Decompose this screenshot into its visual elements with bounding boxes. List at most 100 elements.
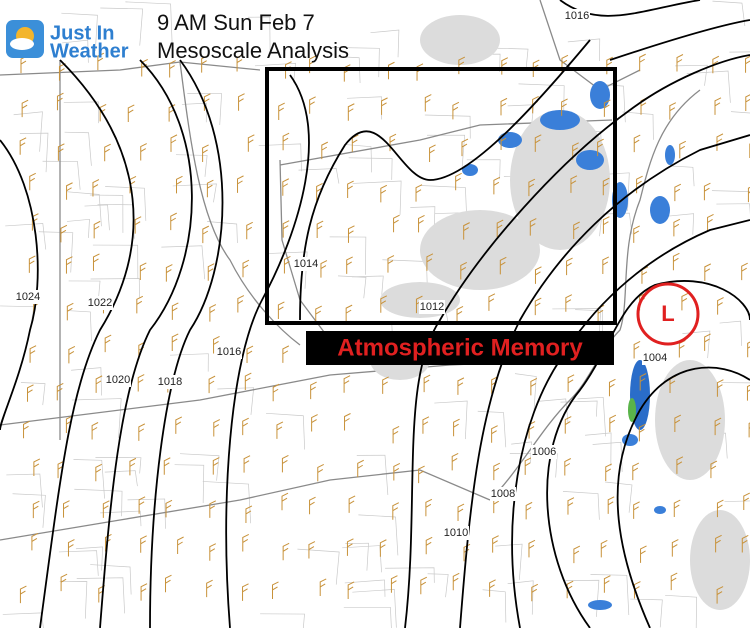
county-line [599, 83, 626, 123]
wind-barb [570, 175, 578, 193]
wind-barb [247, 134, 255, 152]
wind-barb [23, 420, 30, 439]
county-line [434, 400, 468, 440]
county-line [518, 83, 565, 114]
wind-barb [28, 255, 36, 273]
wind-barb [452, 101, 460, 120]
wind-barb [715, 534, 722, 553]
isobar-label-bg [216, 345, 242, 359]
wind-barb [19, 137, 27, 155]
wind-barb [392, 502, 400, 520]
wind-barb [207, 263, 215, 281]
wind-barb [65, 256, 73, 274]
county-line [71, 398, 122, 439]
wind-barb [597, 138, 604, 157]
county-line [482, 589, 507, 623]
wind-barb [425, 498, 433, 517]
wind-barb [418, 465, 425, 484]
wind-barb [529, 218, 537, 236]
wind-barb [60, 573, 68, 592]
wind-barb [573, 221, 580, 240]
county-line [385, 567, 435, 583]
wind-barb [500, 97, 508, 116]
county-line [84, 204, 110, 231]
county-line [69, 310, 92, 342]
wind-barb [67, 539, 75, 557]
county-line [6, 473, 43, 508]
wind-barb [633, 501, 640, 519]
wind-barb [714, 97, 722, 115]
wind-barb [453, 418, 460, 437]
wind-barb [165, 499, 173, 518]
wind-barb [137, 374, 145, 392]
county-line [338, 275, 367, 299]
wind-barb [491, 425, 498, 443]
wind-barb [310, 381, 317, 400]
wind-barb [138, 496, 146, 514]
wind-barb [531, 583, 539, 602]
county-line [358, 514, 399, 556]
isobar-label-bg [105, 373, 131, 387]
county-line [424, 114, 471, 139]
county-line [495, 543, 523, 580]
wind-barb [452, 572, 460, 591]
wind-barb [242, 583, 249, 601]
wind-barb [525, 501, 533, 520]
county-line [267, 251, 308, 289]
wind-barb [272, 581, 279, 599]
county-line [344, 144, 373, 173]
logo: Just In Weather [6, 20, 129, 62]
county-line [509, 453, 558, 478]
county-line [577, 396, 607, 437]
county-line [493, 47, 529, 71]
wind-barb [457, 503, 465, 522]
county-line [64, 131, 92, 166]
wind-barb [129, 457, 137, 476]
county-line [351, 275, 384, 295]
wind-barb [206, 179, 214, 198]
wind-barb [209, 304, 217, 322]
wind-barb [209, 543, 217, 561]
wind-barb [602, 216, 610, 234]
county-line [13, 111, 43, 152]
wind-barb [176, 175, 183, 194]
wind-barb [66, 182, 73, 200]
wind-barb [202, 225, 210, 244]
county-line [511, 441, 532, 464]
wind-barb [524, 457, 532, 475]
wind-barb [242, 417, 249, 436]
isobar-label: 1022 [88, 297, 112, 309]
wind-barb [707, 213, 714, 232]
label-box [306, 331, 614, 365]
county-line [92, 244, 139, 279]
isobar-label-bg [490, 487, 516, 501]
wind-barb [278, 102, 285, 121]
wind-barb [387, 255, 395, 273]
wind-barb [561, 98, 568, 116]
county-line [62, 39, 89, 63]
county-line [343, 606, 392, 628]
wind-barb [565, 294, 573, 312]
county-line [172, 183, 217, 203]
wind-barb [283, 256, 291, 274]
wind-barb [97, 52, 105, 71]
wind-barb [237, 295, 245, 313]
wind-barb [716, 499, 724, 518]
low-label: L [661, 301, 674, 326]
wind-barb [390, 575, 398, 593]
wind-barb [633, 134, 641, 153]
wind-barb [704, 263, 712, 281]
county-line [76, 577, 125, 614]
county-line [74, 488, 123, 517]
county-line [180, 453, 220, 481]
county-line [90, 278, 140, 299]
county-line [352, 180, 402, 215]
wind-barb [93, 220, 101, 239]
county-line [202, 481, 252, 524]
wind-barb [208, 375, 216, 394]
wind-barb [316, 220, 324, 239]
wind-barb [741, 535, 749, 553]
wind-barb [346, 538, 354, 556]
county-line [254, 62, 296, 83]
wind-barb [237, 175, 244, 193]
